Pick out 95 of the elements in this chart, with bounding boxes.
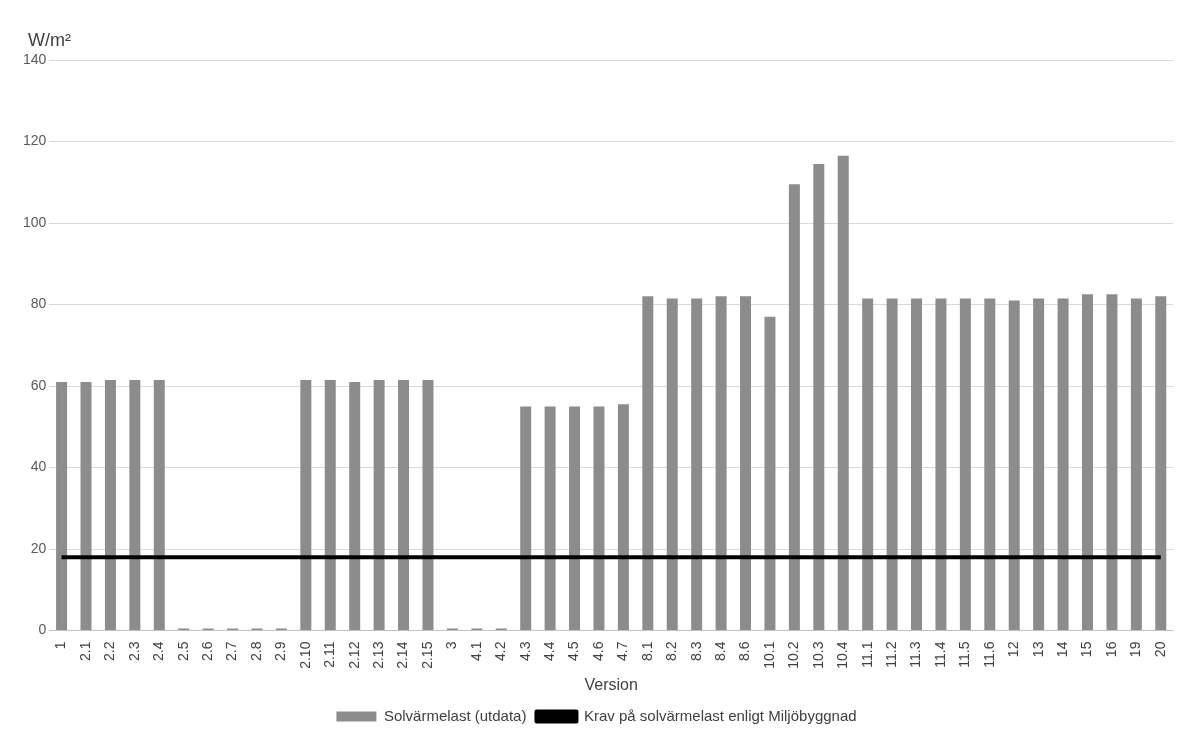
bar [1082, 294, 1093, 631]
bar [324, 379, 336, 631]
y-tick-label: 20 [30, 539, 47, 556]
bar [104, 379, 116, 631]
y-tick-label: 60 [30, 376, 47, 393]
bar [813, 163, 825, 631]
x-tick-label: 10.1 [760, 641, 777, 669]
x-tick-label: 2.2 [101, 641, 118, 662]
x-tick-label: 16 [1102, 641, 1119, 658]
bar [886, 298, 898, 631]
x-tick-label: 2.6 [198, 641, 215, 662]
x-tick-label: 2.14 [394, 641, 411, 669]
x-tick-label: 4.5 [565, 641, 582, 662]
x-tick-label: 14 [1053, 641, 1070, 658]
bar [373, 379, 385, 631]
x-tick-label: 13 [1029, 641, 1046, 658]
bar [740, 296, 752, 631]
x-tick-label: 11.3 [907, 641, 924, 668]
bar [837, 155, 849, 631]
x-tick-label: 2.1 [76, 641, 93, 662]
x-tick-label: 2.7 [223, 641, 240, 662]
bar [1106, 294, 1118, 631]
x-tick-label: 4.3 [516, 641, 533, 662]
x-tick-label: 19 [1127, 641, 1144, 658]
bar [935, 298, 947, 631]
bar [422, 379, 434, 631]
x-tick-label: 11.4 [931, 641, 948, 668]
bar [691, 298, 703, 631]
bar [1008, 300, 1020, 631]
x-tick-label: 11.2 [882, 641, 899, 668]
legend-label: Solvärmelast (utdata) [383, 706, 527, 724]
x-tick-label: 20 [1151, 641, 1168, 658]
x-tick-label: 4.4 [540, 641, 557, 662]
x-tick-label: 1 [52, 641, 69, 650]
bar [1033, 298, 1045, 631]
bar [715, 296, 727, 631]
bar [593, 406, 605, 631]
x-tick-label: 10.3 [809, 641, 826, 669]
bar [56, 381, 68, 631]
x-tick-label: 11.5 [956, 641, 973, 668]
x-tick-label: 2.8 [247, 641, 264, 662]
x-axis-title: Version [584, 675, 638, 693]
y-tick-label: 120 [23, 132, 47, 149]
bar [959, 298, 971, 631]
x-tick-label: 8.4 [711, 641, 728, 662]
x-tick-label: 4.7 [614, 641, 631, 662]
x-tick-label: 2.4 [150, 641, 167, 662]
bar [153, 379, 165, 631]
bar [569, 406, 581, 631]
bar [520, 406, 532, 631]
x-tick-label: 12 [1005, 641, 1022, 658]
x-tick-label: 10.2 [785, 641, 802, 669]
legend-label: Krav på solvärmelast enligt Miljöbyggnad [583, 706, 857, 724]
x-tick-label: 11.1 [858, 641, 875, 668]
y-tick-label: 140 [23, 50, 47, 67]
x-tick-label: 2.13 [369, 641, 386, 669]
bar [984, 298, 996, 631]
bar [862, 298, 874, 631]
x-tick-label: 4.6 [589, 641, 606, 662]
x-tick-label: 15 [1078, 641, 1095, 658]
bar [1057, 298, 1069, 631]
bar [129, 379, 141, 631]
x-tick-label: 2.5 [174, 641, 191, 662]
y-tick-label: 80 [30, 295, 47, 312]
x-tick-label: 4.2 [492, 641, 509, 662]
bar [349, 381, 361, 631]
x-tick-label: 10.4 [834, 641, 851, 669]
x-tick-label: 2.11 [321, 641, 338, 668]
y-tick-label: 100 [23, 213, 47, 230]
x-tick-label: 2.12 [345, 641, 362, 669]
bar [1130, 298, 1142, 631]
bar [642, 296, 654, 631]
bar [300, 379, 312, 631]
bar [666, 298, 678, 631]
bar [911, 298, 923, 631]
x-tick-label: 4.1 [467, 641, 484, 662]
x-tick-label: 2.10 [296, 641, 313, 669]
y-tick-label: 40 [30, 458, 47, 475]
x-tick-label: 2.3 [125, 641, 142, 662]
x-tick-label: 2.15 [418, 641, 435, 669]
y-axis-title: W/m² [28, 30, 71, 51]
x-tick-label: 8.2 [663, 641, 680, 662]
bar [617, 404, 629, 631]
y-tick-label: 0 [38, 621, 47, 638]
x-tick-label: 8.1 [638, 641, 655, 662]
x-tick-label: 2.9 [272, 641, 289, 662]
x-tick-label: 3 [443, 641, 460, 650]
bar [544, 406, 556, 631]
bar [398, 379, 410, 631]
bar [1155, 296, 1167, 631]
x-tick-label: 8.3 [687, 641, 704, 662]
bar [788, 184, 800, 631]
x-tick-label: 11.6 [980, 641, 997, 668]
bar [764, 316, 776, 631]
x-tick-label: 8.6 [736, 641, 753, 662]
